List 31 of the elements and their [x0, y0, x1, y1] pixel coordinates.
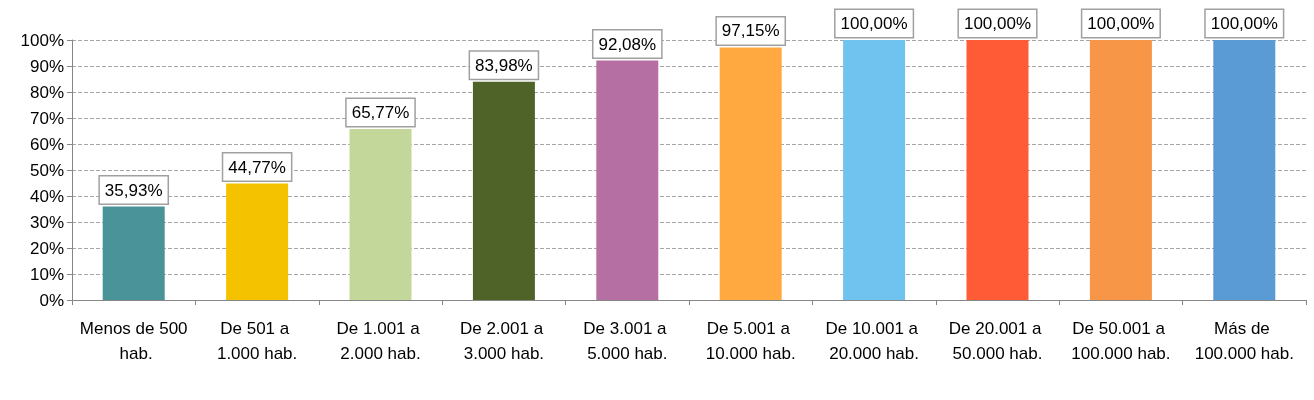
x-tick-label: De 501 a 1.000 hab. [216, 319, 298, 363]
data-label: 35,93% [104, 180, 163, 200]
x-tick-label: De 20.001 a 50.000 hab. [948, 319, 1047, 363]
y-tick-label: 0% [39, 290, 64, 310]
y-tick-label: 50% [29, 160, 64, 180]
data-label: 44,77% [228, 157, 286, 177]
y-tick-label: 60% [29, 134, 64, 154]
x-tick-label: Menos de 500 hab. [79, 319, 188, 363]
x-tick-label: De 1.001 a 2.000 hab. [336, 319, 425, 363]
y-tick-label: 10% [29, 264, 64, 284]
x-tick-label: Más de 100.000 hab. [1194, 319, 1294, 363]
y-tick-label: 70% [29, 108, 64, 128]
x-tick-label: De 50.001 a 100.000 hab. [1071, 319, 1171, 363]
data-label: 100,00% [1087, 14, 1155, 33]
y-tick-label: 40% [29, 186, 64, 206]
x-tick-label: De 3.001 a 5.000 hab. [583, 319, 672, 363]
x-tick-label: De 5.001 a 10.000 hab. [705, 319, 796, 363]
y-tick-label: 100% [20, 30, 64, 50]
data-label: 100,00% [1210, 14, 1278, 33]
data-label: 65,77% [351, 103, 410, 122]
y-tick-label: 90% [29, 56, 64, 76]
data-label: 83,98% [475, 55, 533, 75]
data-label: 92,08% [598, 34, 657, 54]
y-tick-label: 20% [29, 238, 64, 258]
data-label: 97,15% [721, 21, 780, 41]
x-tick-label: De 10.001 a 20.000 hab. [825, 319, 923, 363]
data-label: 100,00% [963, 14, 1032, 33]
x-tick-label: De 2.001 a 3.000 hab. [459, 319, 548, 363]
y-tick-label: 80% [29, 82, 64, 102]
y-tick-label: 30% [29, 212, 64, 232]
data-label: 100,00% [840, 14, 908, 33]
